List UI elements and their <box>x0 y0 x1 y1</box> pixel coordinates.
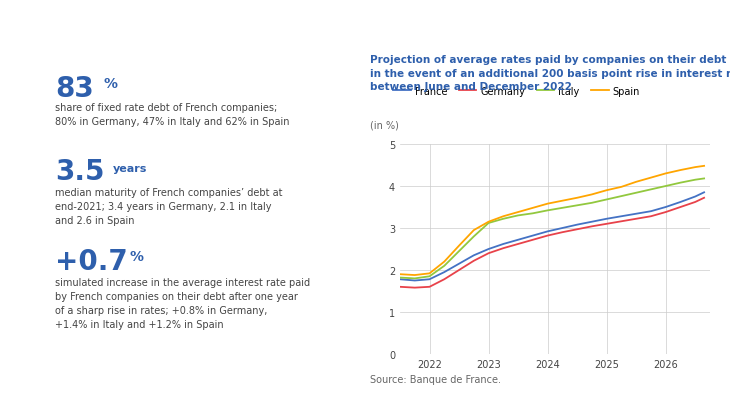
Text: years: years <box>113 164 147 173</box>
Legend: France, Germany, Italy, Spain: France, Germany, Italy, Spain <box>389 83 644 100</box>
Text: %: % <box>103 77 117 91</box>
Text: 3.5: 3.5 <box>55 157 104 186</box>
Text: 83: 83 <box>55 75 93 103</box>
Text: +0.7: +0.7 <box>55 247 128 275</box>
Text: (in %): (in %) <box>370 120 399 130</box>
Text: median maturity of French companies’ debt at
end-2021; 3.4 years in Germany, 2.1: median maturity of French companies’ deb… <box>55 188 283 225</box>
Text: share of fixed rate debt of French companies;
80% in Germany, 47% in Italy and 6: share of fixed rate debt of French compa… <box>55 103 290 127</box>
Text: Source: Banque de France.: Source: Banque de France. <box>370 374 501 384</box>
Text: simulated increase in the average interest rate paid
by French companies on thei: simulated increase in the average intere… <box>55 277 310 329</box>
Text: %: % <box>130 249 144 263</box>
Text: Projection of average rates paid by companies on their debt
in the event of an a: Projection of average rates paid by comp… <box>370 55 730 92</box>
